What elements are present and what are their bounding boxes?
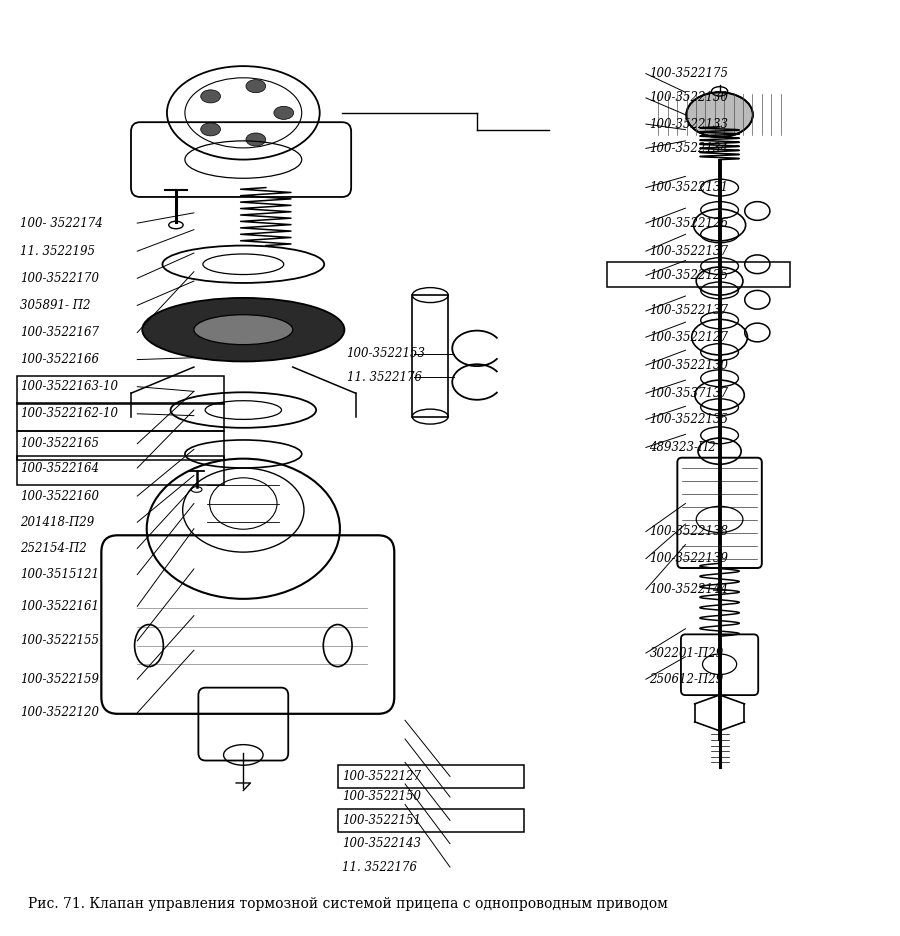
Text: 100-3522137: 100-3522137	[650, 304, 728, 317]
Text: 100-3522150: 100-3522150	[342, 791, 421, 803]
Ellipse shape	[201, 90, 220, 103]
Ellipse shape	[246, 80, 266, 93]
Ellipse shape	[274, 107, 293, 120]
Text: 100-3522160: 100-3522160	[21, 490, 100, 503]
Text: 201418-П29: 201418-П29	[21, 516, 94, 529]
Text: 100-3522162-10: 100-3522162-10	[21, 407, 119, 420]
Bar	[17, 431, 223, 460]
Ellipse shape	[246, 133, 266, 146]
Text: 100-3537137: 100-3537137	[650, 387, 728, 400]
Text: 100-3522161: 100-3522161	[21, 600, 100, 613]
Text: 100-3522127: 100-3522127	[650, 330, 728, 344]
Text: 100-3522155: 100-3522155	[21, 635, 100, 648]
Text: 100-3522130: 100-3522130	[650, 358, 728, 372]
Text: 100-3522134: 100-3522134	[650, 142, 728, 154]
Text: 11. 3522195: 11. 3522195	[21, 244, 95, 257]
Text: 100-3522165: 100-3522165	[21, 437, 100, 450]
Text: 100-3522131: 100-3522131	[650, 182, 728, 194]
Text: 100- 3522174: 100- 3522174	[21, 216, 104, 229]
Text: 100-3522170: 100-3522170	[21, 271, 100, 285]
Text: 100-3522126: 100-3522126	[650, 216, 728, 229]
Text: 100-3522125: 100-3522125	[650, 269, 728, 282]
Text: 11. 3522176: 11. 3522176	[342, 860, 418, 873]
Bar	[338, 809, 524, 831]
Ellipse shape	[201, 123, 220, 136]
Text: 489323-П2: 489323-П2	[650, 441, 716, 454]
Text: 100-3522139: 100-3522139	[650, 552, 728, 565]
Ellipse shape	[194, 314, 292, 344]
Text: 100-3522151: 100-3522151	[342, 813, 421, 826]
Text: 100-3522144: 100-3522144	[650, 583, 728, 596]
Text: 250612-П29: 250612-П29	[650, 673, 724, 686]
Text: 100-3522138: 100-3522138	[650, 525, 728, 538]
Text: 100-3522133: 100-3522133	[650, 118, 728, 130]
Text: 100-3522143: 100-3522143	[342, 837, 421, 850]
Bar	[608, 262, 789, 286]
Text: 100-3522164: 100-3522164	[21, 461, 100, 475]
Text: 11. 3522176: 11. 3522176	[346, 371, 422, 384]
Text: 100-3522175: 100-3522175	[650, 67, 728, 80]
Text: 252154-П2: 252154-П2	[21, 542, 87, 555]
Bar	[17, 376, 223, 404]
Text: 100-3522166: 100-3522166	[21, 353, 100, 366]
Text: 100-3522153: 100-3522153	[346, 347, 426, 360]
Ellipse shape	[142, 298, 345, 361]
Text: Рис. 71. Клапан управления тормозной системой прицепа с однопроводным приводом: Рис. 71. Клапан управления тормозной сис…	[28, 897, 668, 911]
Bar	[17, 456, 223, 485]
Text: 100-3522120: 100-3522120	[21, 707, 100, 720]
Text: 100-3522135: 100-3522135	[650, 413, 728, 426]
Bar	[412, 295, 448, 417]
Text: 100-3522163-10: 100-3522163-10	[21, 380, 119, 393]
Text: 302201-П29: 302201-П29	[650, 647, 724, 660]
Bar	[17, 402, 223, 431]
Text: 100-3515121: 100-3515121	[21, 568, 100, 581]
Bar	[338, 766, 524, 787]
Ellipse shape	[687, 93, 752, 138]
Text: 305891- П2: 305891- П2	[21, 299, 91, 312]
Text: 100-3522127: 100-3522127	[342, 770, 421, 782]
Text: 100-3522137: 100-3522137	[650, 244, 728, 257]
Text: 100-3522130: 100-3522130	[650, 92, 728, 105]
Text: 100-3522167: 100-3522167	[21, 326, 100, 339]
Text: 100-3522159: 100-3522159	[21, 673, 100, 686]
